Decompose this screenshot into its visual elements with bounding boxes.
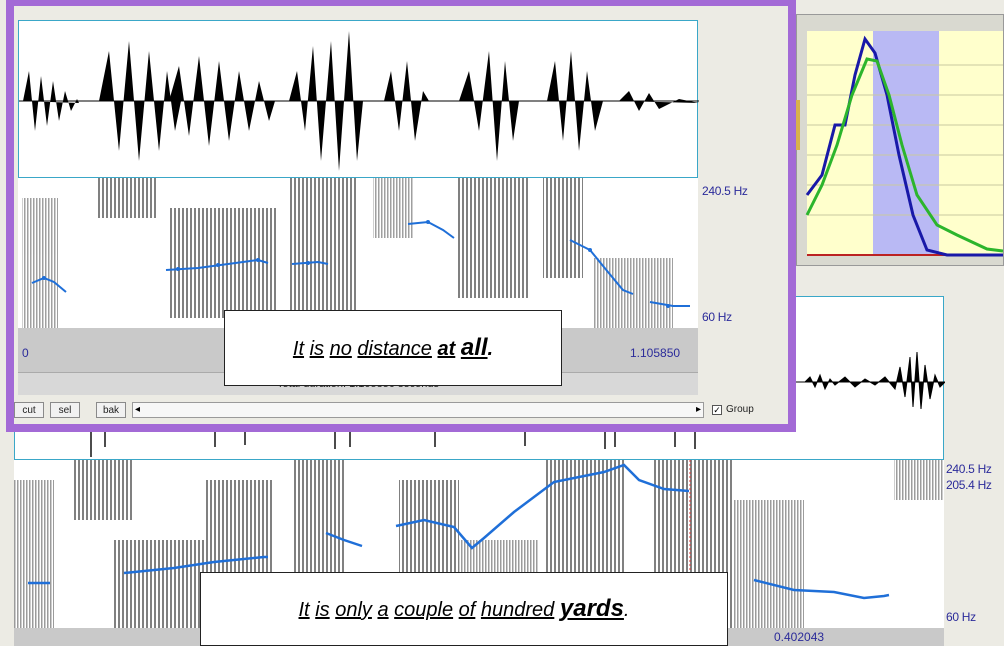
caption-emph-word: at bbox=[437, 338, 456, 360]
pitch-chart[interactable] bbox=[797, 15, 1004, 265]
front-freq-min: 60 Hz bbox=[702, 310, 732, 324]
group-label: Group bbox=[726, 404, 754, 415]
cut-button[interactable]: cut bbox=[14, 402, 44, 418]
caption-emph-word: all bbox=[460, 334, 488, 361]
pitch-chart-edge bbox=[796, 100, 800, 150]
front-window-client: 240.5 Hz 60 Hz 0 1.105850 Total duration… bbox=[14, 6, 788, 424]
bak-button[interactable]: bak bbox=[96, 402, 126, 418]
sel-button[interactable]: sel bbox=[50, 402, 80, 418]
caption-word: hundred bbox=[480, 599, 555, 621]
top-caption: It is no distance at all. bbox=[224, 310, 562, 386]
caption-word: is bbox=[315, 599, 330, 621]
caption-word: no bbox=[329, 338, 352, 360]
front-freq-max: 240.5 Hz bbox=[702, 184, 748, 198]
caption-word: It bbox=[292, 338, 305, 360]
front-spectrogram-svg bbox=[22, 178, 690, 328]
front-time-start: 0 bbox=[22, 346, 29, 360]
caption-emph-word: yards bbox=[559, 595, 624, 622]
caption-word: only bbox=[335, 599, 372, 621]
caption-word: distance bbox=[357, 338, 432, 360]
scroll-right-icon[interactable]: ▸ bbox=[695, 404, 701, 415]
scroll-left-icon[interactable]: ◂ bbox=[135, 404, 141, 415]
group-checkbox[interactable]: ✓ bbox=[712, 405, 722, 415]
front-time-end: 1.105850 bbox=[630, 346, 681, 360]
caption-word: It bbox=[298, 599, 310, 621]
horizontal-scrollbar[interactable]: ◂ ▸ bbox=[132, 402, 704, 418]
caption-word: couple bbox=[394, 599, 454, 621]
caption-period: . bbox=[623, 599, 630, 621]
caption-word: a bbox=[377, 599, 389, 621]
caption-period: . bbox=[487, 338, 494, 360]
caption-word: of bbox=[458, 599, 476, 621]
front-waveform-svg bbox=[19, 31, 699, 171]
front-spectrogram[interactable] bbox=[18, 178, 698, 328]
caption-word: is bbox=[309, 338, 325, 360]
back-freq-cursor: 205.4 Hz bbox=[946, 478, 992, 492]
back-cursor-time: 0.402043 bbox=[774, 630, 825, 644]
pitch-chart-window bbox=[796, 14, 1004, 266]
front-waveform[interactable] bbox=[18, 20, 699, 178]
bottom-caption: It is only a couple of hundred yards. bbox=[200, 572, 728, 646]
back-freq-max: 240.5 Hz bbox=[946, 462, 992, 476]
back-freq-min: 60 Hz bbox=[946, 610, 976, 624]
